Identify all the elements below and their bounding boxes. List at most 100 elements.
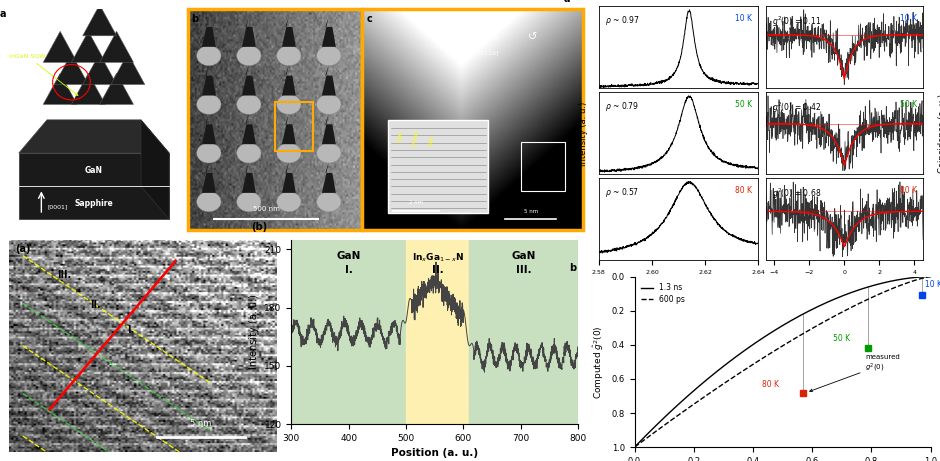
- Bar: [406, 240, 469, 424]
- Text: 500 nm: 500 nm: [253, 206, 280, 212]
- Text: 50 K: 50 K: [900, 100, 916, 109]
- Ellipse shape: [317, 95, 341, 114]
- Polygon shape: [282, 16, 296, 47]
- Polygon shape: [55, 53, 88, 84]
- Text: InGaN: InGaN: [411, 130, 420, 148]
- Polygon shape: [202, 65, 216, 95]
- Ellipse shape: [276, 95, 301, 114]
- Text: $\rho$ ~ 0.57: $\rho$ ~ 0.57: [605, 186, 639, 199]
- Ellipse shape: [317, 143, 341, 163]
- Text: 80 K: 80 K: [900, 186, 916, 195]
- Text: a: a: [0, 9, 7, 19]
- Text: $\rho$ ~ 0.79: $\rho$ ~ 0.79: [605, 100, 639, 113]
- Text: I.: I.: [127, 325, 134, 335]
- Ellipse shape: [196, 192, 221, 212]
- Polygon shape: [100, 31, 133, 62]
- Text: 80 K: 80 K: [761, 380, 779, 390]
- 1.3 ns: [925, 274, 936, 279]
- 1.3 ns: [770, 327, 781, 333]
- Text: GaN: GaN: [85, 166, 103, 175]
- Text: [0001]: [0001]: [483, 21, 504, 26]
- Text: GaN: GaN: [511, 251, 536, 261]
- 1.3 ns: [917, 274, 929, 279]
- 600 ps: [790, 336, 801, 341]
- Text: GaN: GaN: [398, 130, 405, 143]
- Text: III.: III.: [516, 265, 531, 275]
- Polygon shape: [141, 120, 169, 219]
- Text: 80 K: 80 K: [735, 186, 752, 195]
- Legend: 1.3 ns, 600 ps: 1.3 ns, 600 ps: [638, 280, 688, 307]
- Text: Sapphire: Sapphire: [74, 200, 114, 208]
- Text: Intensity (a. u.): Intensity (a. u.): [578, 101, 588, 166]
- Text: ↺: ↺: [527, 32, 537, 42]
- 600 ps: [917, 275, 929, 281]
- Polygon shape: [321, 113, 336, 144]
- Ellipse shape: [317, 192, 341, 212]
- Polygon shape: [43, 31, 77, 62]
- Text: II.: II.: [431, 265, 444, 275]
- X-axis label: Delay (ns): Delay (ns): [824, 281, 864, 290]
- Y-axis label: Intensity (a. u.): Intensity (a. u.): [249, 295, 259, 369]
- Bar: [469, 240, 578, 424]
- Line: 600 ps: 600 ps: [634, 277, 931, 447]
- Polygon shape: [19, 120, 169, 153]
- Polygon shape: [321, 162, 336, 193]
- Text: b: b: [570, 264, 576, 273]
- Text: 10 K: 10 K: [735, 14, 752, 23]
- Text: (a): (a): [15, 244, 30, 254]
- 600 ps: [806, 326, 817, 332]
- Ellipse shape: [276, 192, 301, 212]
- Line: 1.3 ns: 1.3 ns: [634, 277, 931, 447]
- Ellipse shape: [237, 143, 261, 163]
- Text: 10 K: 10 K: [925, 280, 940, 289]
- Text: a: a: [564, 0, 571, 4]
- Y-axis label: Computed $\hat{g}^2(0)$: Computed $\hat{g}^2(0)$: [591, 325, 606, 399]
- Text: In$_x$Ga$_{1-x}$N: In$_x$Ga$_{1-x}$N: [412, 251, 463, 264]
- Text: [0001]: [0001]: [47, 204, 68, 209]
- Text: 2 nm: 2 nm: [409, 200, 423, 205]
- FancyBboxPatch shape: [388, 120, 488, 213]
- Polygon shape: [100, 73, 133, 104]
- Polygon shape: [242, 16, 256, 47]
- Ellipse shape: [237, 95, 261, 114]
- 600 ps: [925, 274, 936, 279]
- Ellipse shape: [237, 192, 261, 212]
- Ellipse shape: [196, 143, 221, 163]
- Polygon shape: [282, 162, 296, 193]
- Text: 10 K: 10 K: [900, 14, 916, 23]
- Ellipse shape: [237, 46, 261, 65]
- Text: Coincidence (a. u.): Coincidence (a. u.): [938, 94, 940, 173]
- 1.3 ns: [629, 444, 640, 449]
- Ellipse shape: [276, 143, 301, 163]
- 1.3 ns: [806, 307, 817, 313]
- Text: $\rho$ ~ 0.97: $\rho$ ~ 0.97: [605, 14, 639, 27]
- Polygon shape: [242, 113, 256, 144]
- Polygon shape: [282, 113, 296, 144]
- Text: 5 nm: 5 nm: [190, 420, 212, 428]
- Text: 50 K: 50 K: [735, 100, 752, 109]
- Polygon shape: [83, 53, 117, 84]
- Text: I.: I.: [345, 265, 352, 275]
- Text: measured
$g^2(0)$: measured $g^2(0)$: [809, 355, 901, 392]
- 600 ps: [871, 292, 883, 298]
- Text: 5 nm: 5 nm: [524, 209, 538, 214]
- Text: InGaN SQW: InGaN SQW: [9, 54, 78, 95]
- 600 ps: [770, 348, 781, 353]
- Text: c: c: [367, 14, 372, 24]
- Text: GaN: GaN: [429, 135, 436, 148]
- X-axis label: Photon Energy (eV): Photon Energy (eV): [641, 281, 715, 290]
- Polygon shape: [202, 162, 216, 193]
- Polygon shape: [111, 53, 145, 84]
- Polygon shape: [321, 65, 336, 95]
- Text: b: b: [192, 14, 198, 24]
- Polygon shape: [282, 65, 296, 95]
- Polygon shape: [83, 5, 117, 36]
- Text: (b): (b): [251, 223, 267, 232]
- Polygon shape: [242, 162, 256, 193]
- Polygon shape: [43, 73, 77, 104]
- Polygon shape: [202, 113, 216, 144]
- Text: $g^2(0)$ = 0.42: $g^2(0)$ = 0.42: [772, 100, 821, 115]
- Text: II.: II.: [90, 300, 101, 310]
- Text: 50 K: 50 K: [833, 334, 850, 343]
- X-axis label: Position (a. u.): Position (a. u.): [391, 449, 478, 458]
